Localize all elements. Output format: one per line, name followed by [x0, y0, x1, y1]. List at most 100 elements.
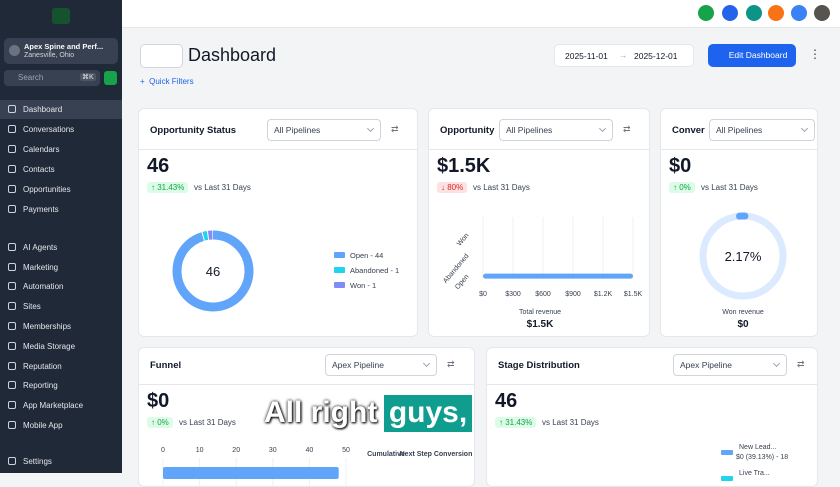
chart: Open - 44 Abandoned - 1 Won - 1 46: [172, 230, 399, 312]
pipeline-dropdown[interactable]: All Pipelines: [499, 119, 613, 141]
x-tick-label: $600: [535, 291, 551, 298]
filter-icon[interactable]: ⇄: [797, 359, 805, 369]
nav-item[interactable]: Reporting: [0, 376, 122, 395]
nav-item[interactable]: AI Agents: [0, 238, 122, 257]
funnel-bar: [163, 467, 339, 479]
nav-item[interactable]: App Marketplace: [0, 396, 122, 415]
page: Apex Spine and Perf... Zanesville, Ohio …: [0, 0, 840, 473]
caption-highlight: guys,: [384, 395, 472, 432]
help-icon[interactable]: [791, 5, 807, 21]
search-box[interactable]: Search ⌘K: [4, 70, 100, 86]
divider: [661, 149, 817, 150]
pipeline-dropdown[interactable]: Apex Pipeline: [673, 354, 787, 376]
metric-value: $0: [147, 390, 170, 412]
filter-icon[interactable]: ⇄: [623, 124, 631, 134]
button-label: Edit Dashboard: [728, 50, 788, 60]
top-bar: [122, 0, 840, 28]
compare-text: vs Last 31 Days: [179, 418, 236, 427]
column-header: Cumulative: [367, 451, 405, 458]
more-menu[interactable]: ⋮: [809, 47, 821, 61]
legend-swatch: [334, 282, 345, 288]
widget-card: Opportunity Status All Pipelines ⇄ 46 ↑ 31.4…: [138, 108, 418, 337]
phone-icon[interactable]: [698, 5, 714, 21]
compare-text: vs Last 31 Days: [194, 183, 251, 192]
nav-item[interactable]: Settings: [0, 452, 122, 471]
divider: [139, 384, 474, 385]
nav-item[interactable]: Contacts: [0, 160, 122, 179]
nav-label: Reporting: [23, 381, 58, 390]
nav-item[interactable]: Sites: [0, 297, 122, 316]
nav-icon: [8, 282, 16, 290]
legend-label: New Lead...: [739, 444, 776, 451]
nav-label: Payments: [23, 205, 59, 214]
avatar[interactable]: [814, 5, 830, 21]
bell-icon[interactable]: [768, 5, 784, 21]
legend-swatch: [721, 476, 733, 481]
nav-label: Memberships: [23, 322, 72, 331]
nav-item[interactable]: Reputation: [0, 357, 122, 376]
metric-value: $0: [669, 155, 692, 177]
donut-segment: [172, 230, 254, 312]
quick-filters-label: Quick Filters: [149, 77, 194, 86]
compare-text: vs Last 31 Days: [542, 418, 599, 427]
divider: [429, 149, 649, 150]
edit-dashboard-button[interactable]: Edit Dashboard: [708, 44, 796, 67]
search-shortcut: ⌘K: [80, 73, 96, 81]
nav-item[interactable]: Media Storage: [0, 337, 122, 356]
x-tick-label: $1.5K: [624, 291, 643, 298]
change-value: 0%: [679, 183, 691, 192]
legend-label: Live Tra...: [739, 470, 770, 477]
nav-icon: [8, 421, 16, 429]
nav-icon: [8, 322, 16, 330]
nav-item[interactable]: Automation: [0, 277, 122, 296]
page-title: Dashboard: [188, 45, 277, 65]
add-button[interactable]: [104, 71, 117, 85]
change-pill: ↑ 0%: [669, 182, 695, 193]
caption-text: All right: [264, 396, 378, 429]
quick-filters[interactable]: + Quick Filters: [140, 77, 194, 86]
nav-label: Sites: [23, 302, 41, 311]
legend-label: Open - 44: [350, 251, 383, 260]
nav-item[interactable]: Opportunities: [0, 180, 122, 199]
layout-toggle[interactable]: [140, 44, 183, 68]
x-tick-label: $1.2K: [594, 291, 613, 298]
nav-icon: [8, 105, 16, 113]
pipeline-dropdown[interactable]: All Pipelines: [267, 119, 381, 141]
nav-item[interactable]: Mobile App: [0, 416, 122, 435]
change-pill: ↑ 0%: [147, 417, 173, 428]
x-tick-label: 50: [342, 447, 350, 454]
arrow-icon: →: [619, 50, 628, 60]
bar: [483, 273, 633, 279]
nav-item[interactable]: Memberships: [0, 317, 122, 336]
legend-detail: $0 (39.13%) - 18: [736, 454, 788, 461]
nav-icon: [8, 165, 16, 173]
x-tick-label: 40: [306, 447, 314, 454]
megaphone-icon[interactable]: [746, 5, 762, 21]
x-tick-label: 10: [196, 447, 204, 454]
trend-arrow: ↓: [441, 183, 448, 192]
tools-icon[interactable]: [722, 5, 738, 21]
legend-swatch: [334, 252, 345, 258]
filter-icon[interactable]: ⇄: [391, 124, 399, 134]
nav-item[interactable]: Marketing: [0, 258, 122, 277]
account-switcher[interactable]: Apex Spine and Perf... Zanesville, Ohio: [4, 38, 118, 64]
nav-icon: [8, 302, 16, 310]
change-value: 31.43%: [505, 418, 533, 427]
pipeline-dropdown[interactable]: Apex Pipeline: [325, 354, 437, 376]
donut-center: 46: [206, 264, 220, 279]
nav-item[interactable]: Payments: [0, 200, 122, 219]
nav-icon: [8, 263, 16, 271]
x-tick-label: $900: [565, 291, 581, 298]
widget-card: Stage Distribution Apex Pipeline ⇄ 46 ↑ 31.4…: [486, 347, 818, 487]
nav-item[interactable]: Conversations: [0, 120, 122, 139]
account-location: Zanesville, Ohio: [24, 52, 75, 59]
metric-value: $1.5K: [437, 155, 491, 177]
nav-item[interactable]: Calendars: [0, 140, 122, 159]
trend-arrow: ↑: [499, 418, 506, 427]
nav-label: App Marketplace: [23, 401, 84, 410]
widget-title: Stage Distribution: [498, 360, 580, 371]
pipeline-dropdown[interactable]: All Pipelines: [709, 119, 815, 141]
nav-item[interactable]: Dashboard: [0, 100, 122, 119]
date-range[interactable]: 2025-11-01 → 2025-12-01: [554, 44, 694, 67]
filter-icon[interactable]: ⇄: [447, 359, 455, 369]
